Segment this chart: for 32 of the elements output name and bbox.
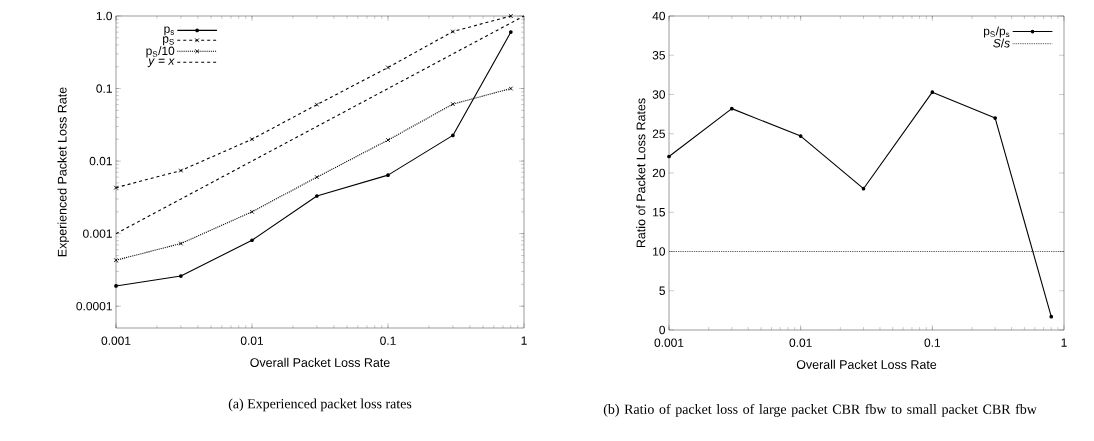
y-tick-label: 40 xyxy=(652,11,666,21)
x-axis-title: Overall Packet Loss Rate xyxy=(796,359,937,369)
y-tick-label: 30 xyxy=(652,90,666,99)
legend-label: p$_{S}$/10 xyxy=(146,46,175,58)
legend-label: p$_{S}$/p$_{s}$ xyxy=(983,26,1010,38)
text: (b) Ratio of packet loss of large packet CBR fbw to small packet CBR fbw xyxy=(603,403,1037,417)
y-tick-label: 35 xyxy=(652,51,665,60)
y-tick-label: 15 xyxy=(653,208,665,217)
y-tick-label: 0.01 xyxy=(89,156,112,166)
y-tick-label: 5 xyxy=(659,286,665,295)
y-tick-label: 0.001 xyxy=(83,229,112,238)
legend-label: y = x xyxy=(147,58,175,68)
legend-label: S/s xyxy=(993,38,1010,48)
y-tick-label: 25 xyxy=(652,129,665,138)
y-tick-label: 10 xyxy=(653,247,666,256)
y-tick-label: 20 xyxy=(652,168,666,178)
y-tick-label: 0.0001 xyxy=(76,301,112,311)
y-tick-label: 0 xyxy=(659,325,666,335)
x-tick-label: 1 xyxy=(1061,338,1067,347)
text: (a) Experienced packet loss rates xyxy=(228,398,412,412)
y-axis-title: Ratio of Packet Loss Rates xyxy=(636,98,646,248)
x-axis-title: Overall Packet Loss Rate xyxy=(250,357,390,367)
x-tick-label: 0.1 xyxy=(380,336,396,345)
legend-label: p$_{s}$ xyxy=(164,26,174,36)
x-tick-label: 0.01 xyxy=(789,338,812,347)
y-tick-label: 1.0 xyxy=(96,11,113,21)
x-tick-label: 1 xyxy=(521,336,527,345)
x-tick-label: 0.1 xyxy=(924,338,941,347)
legend-label: p$_{S}$ xyxy=(163,36,174,46)
y-tick-label: 0.1 xyxy=(96,84,112,93)
y-axis-title: Experienced Packet Loss Rate xyxy=(57,87,70,257)
x-tick-label: 0.01 xyxy=(240,336,264,345)
